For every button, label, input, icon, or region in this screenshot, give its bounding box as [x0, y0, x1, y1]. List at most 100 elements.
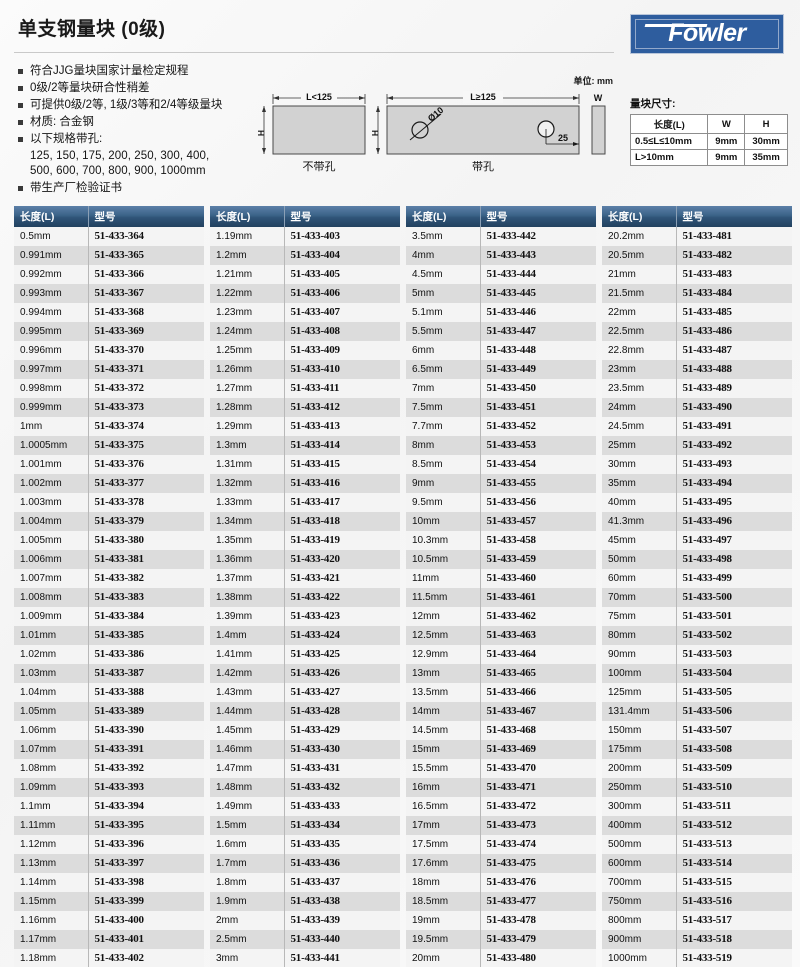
cell-model: 51-433-489 — [676, 379, 792, 398]
cell-length: 3.5mm — [406, 227, 481, 246]
cell-model: 51-433-456 — [480, 493, 596, 512]
table-row: 16mm 51-433-471 — [406, 778, 596, 797]
hole-left — [411, 121, 429, 139]
feature-label: 材质: 合金钢 — [30, 116, 94, 128]
cell-model: 51-433-478 — [480, 911, 596, 930]
bullet-icon — [18, 69, 23, 74]
table-row: 1.32mm 51-433-416 — [210, 474, 400, 493]
feature-label: 可提供0级/2等, 1级/3等和2/4等级量块 — [30, 99, 223, 111]
cell-length: 1.18mm — [14, 949, 89, 967]
cell-length: 41.3mm — [602, 512, 677, 531]
table-row: 600mm 51-433-514 — [602, 854, 792, 873]
table-row: 23mm 51-433-488 — [602, 360, 792, 379]
product-table: 长度(L) 型号 0.5mm 51-433-364 0.991mm 51-433-365 0… — [14, 206, 204, 967]
feature-item: 0级/2等量块研合性稍差 — [18, 81, 268, 96]
cell-model: 51-433-367 — [88, 284, 204, 303]
table-row: 1.7mm 51-433-436 — [210, 854, 400, 873]
cell-length: 1.2mm — [210, 246, 285, 265]
cell-model: 51-433-506 — [676, 702, 792, 721]
table-row: 24mm 51-433-490 — [602, 398, 792, 417]
cell-model: 51-433-450 — [480, 379, 596, 398]
cell-length: 19.5mm — [406, 930, 481, 949]
cell-model: 51-433-382 — [88, 569, 204, 588]
cell-length: 4mm — [406, 246, 481, 265]
logo-inner-frame: Fowler — [635, 19, 779, 49]
cell-model: 51-433-375 — [88, 436, 204, 455]
table-row: 1.02mm 51-433-386 — [14, 645, 204, 664]
cell-length: 1.31mm — [210, 455, 285, 474]
left-height-dim: H — [256, 130, 266, 136]
cell-model: 51-433-445 — [480, 284, 596, 303]
cell-length: 16mm — [406, 778, 481, 797]
table-row: 21.5mm 51-433-484 — [602, 284, 792, 303]
cell-length: 1.34mm — [210, 512, 285, 531]
cell-length: 12.5mm — [406, 626, 481, 645]
cell-model: 51-433-486 — [676, 322, 792, 341]
cell-length: 75mm — [602, 607, 677, 626]
table-row: 1.008mm 51-433-383 — [14, 588, 204, 607]
cell-model: 51-433-420 — [284, 550, 400, 569]
cell-length: 0.997mm — [14, 360, 89, 379]
product-table: 长度(L) 型号 3.5mm 51-433-442 4mm 51-433-443 4.5mm… — [406, 206, 596, 967]
feature-item: 以下规格带孔: — [18, 132, 268, 147]
cell-length: 1.13mm — [14, 854, 89, 873]
cell-model: 51-433-465 — [480, 664, 596, 683]
page-title: 单支钢量块 (0级) — [18, 19, 166, 40]
cell-model: 51-433-387 — [88, 664, 204, 683]
title-divider — [14, 52, 614, 53]
table-row: 1.45mm 51-433-429 — [210, 721, 400, 740]
table-row: 0.993mm 51-433-367 — [14, 284, 204, 303]
cell-length: 1.02mm — [14, 645, 89, 664]
table-row: 1.007mm 51-433-382 — [14, 569, 204, 588]
spec-cell-length: L>10mm — [629, 149, 709, 166]
table-row: 1.21mm 51-433-405 — [210, 265, 400, 284]
cell-model: 51-433-364 — [88, 227, 204, 246]
cell-length: 5.5mm — [406, 322, 481, 341]
table-row: 7.7mm 51-433-452 — [406, 417, 596, 436]
product-table-column-2: 长度(L) 型号 1.19mm 51-433-403 1.2mm 51-433-404 1.… — [210, 206, 400, 967]
table-row: 1.14mm 51-433-398 — [14, 873, 204, 892]
block-no-holes — [272, 105, 366, 155]
table-row: 24.5mm 51-433-491 — [602, 417, 792, 436]
spec-cell-h: 35mm — [744, 149, 788, 166]
table-row: 1.13mm 51-433-397 — [14, 854, 204, 873]
cell-length: 20.2mm — [602, 227, 677, 246]
cell-length: 80mm — [602, 626, 677, 645]
cell-length: 1.38mm — [210, 588, 285, 607]
table-row: 60mm 51-433-499 — [602, 569, 792, 588]
cell-model: 51-433-474 — [480, 835, 596, 854]
cell-model: 51-433-502 — [676, 626, 792, 645]
cell-model: 51-433-451 — [480, 398, 596, 417]
cell-length: 1.03mm — [14, 664, 89, 683]
cell-length: 1.36mm — [210, 550, 285, 569]
table-row: 1.37mm 51-433-421 — [210, 569, 400, 588]
spec-cell-w: 9mm — [707, 149, 746, 166]
cell-length: 1.28mm — [210, 398, 285, 417]
table-row: 1.22mm 51-433-406 — [210, 284, 400, 303]
table-row: 1.31mm 51-433-415 — [210, 455, 400, 474]
cell-model: 51-433-460 — [480, 569, 596, 588]
cell-length: 1.37mm — [210, 569, 285, 588]
cell-model: 51-433-477 — [480, 892, 596, 911]
cell-model: 51-433-426 — [284, 664, 400, 683]
cell-length: 1.4mm — [210, 626, 285, 645]
table-row: 1.47mm 51-433-431 — [210, 759, 400, 778]
cell-length: 23mm — [602, 360, 677, 379]
cell-length: 16.5mm — [406, 797, 481, 816]
table-row: 40mm 51-433-495 — [602, 493, 792, 512]
cell-length: 800mm — [602, 911, 677, 930]
cell-model: 51-433-488 — [676, 360, 792, 379]
spec-cell-length: 0.5≤L≤10mm — [629, 133, 709, 150]
cell-model: 51-433-469 — [480, 740, 596, 759]
cell-model: 51-433-468 — [480, 721, 596, 740]
cell-model: 51-433-518 — [676, 930, 792, 949]
table-row: 1.003mm 51-433-378 — [14, 493, 204, 512]
table-row: 1.28mm 51-433-412 — [210, 398, 400, 417]
cell-length: 1.5mm — [210, 816, 285, 835]
cell-model: 51-433-384 — [88, 607, 204, 626]
table-row: 1.03mm 51-433-387 — [14, 664, 204, 683]
spec-row: 0.5≤L≤10mm 9mm 30mm — [629, 133, 788, 150]
table-row: 11.5mm 51-433-461 — [406, 588, 596, 607]
table-row: 10.3mm 51-433-458 — [406, 531, 596, 550]
